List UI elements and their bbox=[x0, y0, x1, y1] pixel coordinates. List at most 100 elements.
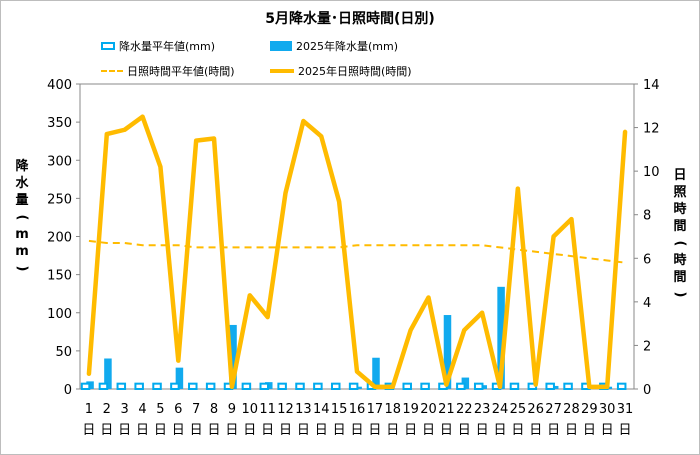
precip-avg-bar bbox=[545, 382, 555, 391]
sun-2025-point bbox=[230, 385, 234, 389]
x-tick-label: 17 bbox=[367, 402, 384, 417]
x-tick-label: 7 bbox=[192, 402, 200, 417]
precip-avg-bar bbox=[134, 382, 144, 391]
precip-avg-bar bbox=[188, 382, 198, 391]
precip-avg-bar bbox=[330, 382, 341, 391]
x-tick-day-suffix: 日 bbox=[619, 423, 632, 438]
precip-2025-bar bbox=[104, 358, 112, 389]
x-tick-day-suffix: 日 bbox=[208, 423, 221, 438]
sun-avg-line bbox=[88, 239, 626, 264]
precip-avg-bar bbox=[295, 382, 305, 391]
sun-2025-point bbox=[552, 235, 555, 238]
precip-avg-bar bbox=[152, 382, 162, 391]
precip-2025-bar bbox=[372, 357, 380, 389]
chart-title: 5月降水量･日照時間(日別) bbox=[265, 11, 435, 27]
sun-2025-point bbox=[373, 385, 377, 389]
x-tick-label: 21 bbox=[438, 402, 455, 417]
legend-dashed-line-swatch bbox=[101, 70, 123, 72]
precip-avg-bar bbox=[205, 382, 216, 391]
legend-precip-2025-label: 2025年降水量(mm) bbox=[296, 40, 399, 53]
x-tick-day-suffix: 日 bbox=[297, 423, 310, 438]
x-tick-label: 3 bbox=[121, 402, 129, 417]
x-tick-day-suffix: 日 bbox=[136, 423, 149, 438]
x-tick-day-suffix: 日 bbox=[583, 423, 596, 438]
x-tick-label: 29 bbox=[581, 402, 598, 417]
x-tick-label: 11 bbox=[259, 402, 276, 417]
sun-2025-point bbox=[498, 385, 502, 389]
x-tick-label: 19 bbox=[402, 402, 419, 417]
sun-2025-point bbox=[534, 383, 537, 386]
x-tick-label: 14 bbox=[313, 402, 330, 417]
legend-solid-line-swatch bbox=[270, 69, 294, 73]
y-right-tick-label: 8 bbox=[643, 209, 651, 224]
y-right-tick-label: 14 bbox=[643, 78, 660, 93]
sun-2025-point bbox=[588, 385, 591, 389]
y-left-tick-label: 400 bbox=[47, 78, 72, 93]
x-tick-day-suffix: 日 bbox=[225, 423, 238, 438]
x-tick-day-suffix: 日 bbox=[333, 423, 346, 438]
sun-2025-point bbox=[480, 311, 484, 314]
precip-avg-bar bbox=[348, 382, 359, 391]
y-left-tick-label: 350 bbox=[47, 116, 72, 131]
y-left-tick-label: 250 bbox=[47, 192, 72, 207]
x-tick-day-suffix: 日 bbox=[511, 423, 524, 438]
x-tick-label: 27 bbox=[545, 402, 562, 417]
precip-avg-bar bbox=[80, 382, 91, 391]
x-tick-day-suffix: 日 bbox=[422, 423, 435, 438]
x-tick-label: 31 bbox=[617, 402, 634, 417]
precip-2025-bar bbox=[229, 324, 237, 389]
sun-2025-point bbox=[177, 359, 180, 362]
sun-2025-point bbox=[284, 191, 287, 195]
y-left-tick-label: 0 bbox=[64, 383, 72, 398]
y-left-tick-label: 300 bbox=[47, 154, 72, 169]
precip-avg-bar bbox=[259, 382, 270, 391]
sun-2025-point bbox=[320, 135, 323, 138]
x-tick-day-suffix: 日 bbox=[243, 423, 256, 438]
x-tick-day-suffix: 日 bbox=[601, 423, 614, 438]
x-tick-day-suffix: 日 bbox=[368, 423, 381, 438]
x-tick-day-suffix: 日 bbox=[118, 423, 131, 438]
legend-sun-avg-label: 日照時間平年値(時間) bbox=[127, 65, 235, 78]
y-right-tick-label: 12 bbox=[643, 122, 660, 137]
sun-2025-point bbox=[391, 385, 394, 389]
y-right-tick-label: 6 bbox=[643, 252, 651, 267]
y-left-tick-label: 100 bbox=[47, 307, 72, 322]
legend-sun-2025-label: 2025年日照時間(時間) bbox=[298, 65, 412, 78]
x-tick-label: 26 bbox=[527, 402, 544, 417]
sun-2025-point bbox=[212, 137, 216, 140]
x-tick-label: 9 bbox=[228, 402, 236, 417]
sun-2025-point bbox=[445, 383, 448, 386]
sun-2025-point bbox=[463, 328, 466, 332]
x-tick-day-suffix: 日 bbox=[458, 423, 471, 438]
sun-2025-point bbox=[194, 139, 198, 142]
y-right-tick-label: 10 bbox=[643, 165, 660, 180]
legend-sun-2025: 2025年日照時間(時間) bbox=[270, 63, 412, 79]
precip-2025-bar bbox=[175, 367, 184, 389]
x-tick-label: 25 bbox=[510, 402, 527, 417]
sun-2025-point bbox=[337, 200, 341, 203]
x-tick-label: 30 bbox=[599, 402, 616, 417]
x-tick-label: 4 bbox=[138, 402, 146, 417]
sun-2025-point bbox=[105, 132, 109, 136]
y-axis-left-label: 降水量(m m) bbox=[14, 159, 30, 272]
x-tick-day-suffix: 日 bbox=[529, 423, 542, 438]
sun-2025-line bbox=[86, 114, 628, 390]
precip-avg-bar bbox=[116, 382, 127, 391]
y-right-tick-label: 2 bbox=[643, 339, 651, 354]
sun-2025-point bbox=[409, 328, 412, 332]
legend-solid-bar-swatch bbox=[270, 41, 292, 51]
x-tick-day-suffix: 日 bbox=[493, 423, 506, 438]
sun-2025-point bbox=[623, 130, 627, 134]
precip-2025-bar bbox=[497, 286, 505, 389]
precip-avg-bar bbox=[313, 382, 323, 391]
x-tick-label: 18 bbox=[384, 402, 401, 417]
x-tick-label: 6 bbox=[174, 402, 182, 417]
legend-precip-2025: 2025年降水量(mm) bbox=[270, 38, 398, 54]
precip-avg-bar bbox=[241, 382, 252, 391]
y-left-tick-label: 50 bbox=[55, 345, 72, 360]
x-tick-label: 2 bbox=[103, 402, 111, 417]
sun-2025-point bbox=[570, 217, 573, 221]
sun-2025-point bbox=[159, 165, 162, 168]
x-tick-label: 13 bbox=[295, 402, 312, 417]
